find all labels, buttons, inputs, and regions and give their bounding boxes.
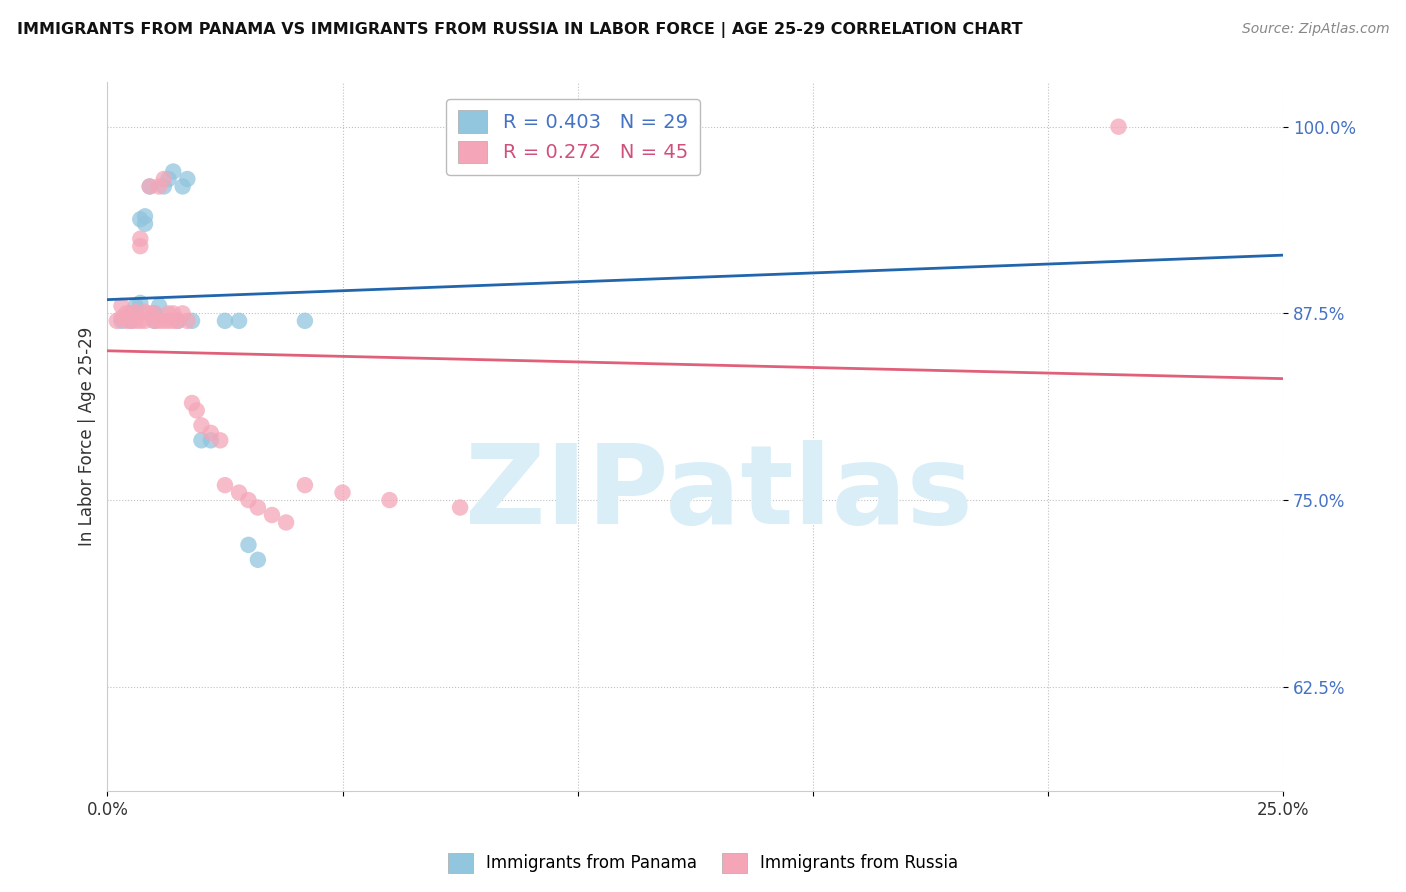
Point [120, 314, 142, 328]
Point [110, 314, 132, 328]
Point [228, 314, 250, 328]
Point [162, 306, 184, 320]
Point [294, 314, 316, 328]
Point [246, 553, 269, 567]
Point [115, 306, 138, 320]
Point [129, 232, 152, 246]
Point [246, 500, 269, 515]
Point [138, 306, 160, 320]
Point [167, 314, 190, 328]
Point [557, 120, 579, 134]
Point [274, 516, 297, 530]
Point [134, 305, 156, 319]
Point [110, 299, 132, 313]
Point [129, 239, 152, 253]
Legend: R = 0.403   N = 29, R = 0.272   N = 45: R = 0.403 N = 29, R = 0.272 N = 45 [446, 99, 700, 175]
Point [120, 306, 142, 320]
Point [120, 306, 142, 320]
Point [157, 306, 180, 320]
Point [124, 314, 146, 328]
Point [110, 310, 132, 325]
Point [200, 434, 222, 448]
Text: ZIPatlas: ZIPatlas [465, 440, 973, 547]
Point [238, 538, 260, 552]
Point [190, 434, 212, 448]
Point [1108, 120, 1130, 134]
Point [120, 314, 142, 328]
Point [129, 314, 152, 328]
Point [214, 314, 236, 328]
Point [162, 164, 184, 178]
Legend: Immigrants from Panama, Immigrants from Russia: Immigrants from Panama, Immigrants from … [441, 847, 965, 880]
Point [176, 314, 198, 328]
Point [148, 314, 170, 328]
Point [148, 179, 170, 194]
Point [172, 306, 194, 320]
Point [157, 172, 180, 186]
Point [176, 172, 198, 186]
Point [153, 314, 176, 328]
Point [181, 396, 204, 410]
Point [134, 217, 156, 231]
Point [124, 299, 146, 313]
Point [209, 434, 232, 448]
Point [332, 485, 354, 500]
Point [190, 418, 212, 433]
Point [115, 314, 138, 328]
Point [172, 179, 194, 194]
Point [143, 306, 166, 320]
Point [138, 179, 160, 194]
Point [143, 314, 166, 328]
Point [260, 508, 283, 522]
Point [186, 403, 208, 417]
Point [105, 314, 128, 328]
Point [200, 425, 222, 440]
Point [134, 314, 156, 328]
Point [167, 314, 190, 328]
Point [129, 212, 152, 227]
Point [124, 306, 146, 320]
Point [153, 179, 176, 194]
Point [115, 310, 138, 325]
Point [148, 299, 170, 313]
Y-axis label: In Labor Force | Age 25-29: In Labor Force | Age 25-29 [79, 327, 96, 546]
Point [124, 305, 146, 319]
Point [378, 493, 401, 508]
Text: Source: ZipAtlas.com: Source: ZipAtlas.com [1241, 22, 1389, 37]
Point [294, 478, 316, 492]
Point [157, 314, 180, 328]
Point [134, 210, 156, 224]
Point [181, 314, 204, 328]
Point [143, 306, 166, 320]
Point [153, 172, 176, 186]
Point [228, 485, 250, 500]
Point [238, 493, 260, 508]
Point [129, 296, 152, 310]
Point [449, 500, 471, 515]
Point [214, 478, 236, 492]
Text: IMMIGRANTS FROM PANAMA VS IMMIGRANTS FROM RUSSIA IN LABOR FORCE | AGE 25-29 CORR: IMMIGRANTS FROM PANAMA VS IMMIGRANTS FRO… [17, 22, 1022, 38]
Point [138, 179, 160, 194]
Point [143, 314, 166, 328]
Point [162, 314, 184, 328]
